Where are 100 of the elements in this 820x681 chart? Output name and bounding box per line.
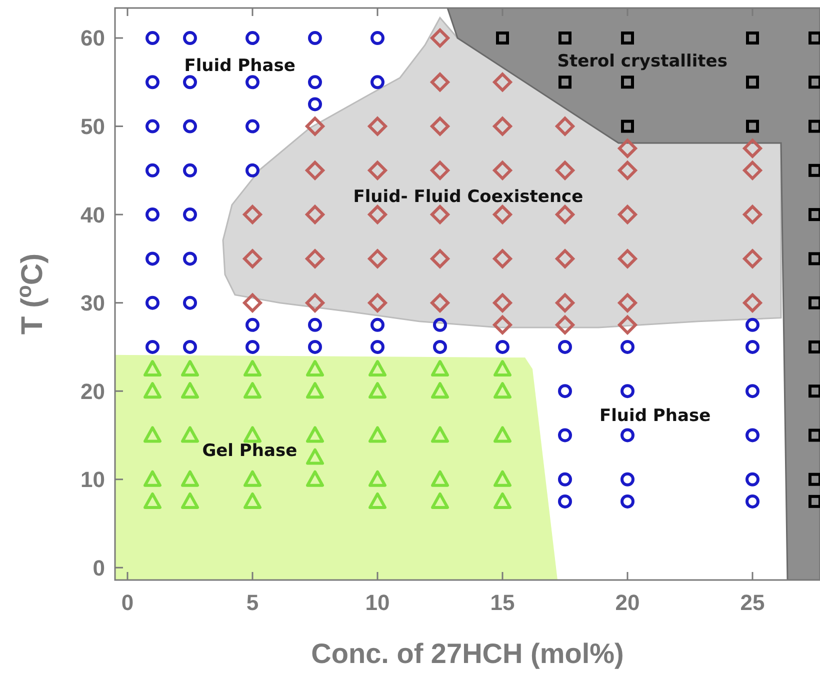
point xyxy=(808,428,820,442)
point xyxy=(743,293,762,312)
point xyxy=(246,75,260,90)
point xyxy=(146,119,160,134)
point xyxy=(183,163,197,178)
x-tick-label: 25 xyxy=(740,590,765,615)
point xyxy=(146,163,160,178)
point xyxy=(496,340,510,354)
point xyxy=(558,384,572,398)
point xyxy=(244,382,262,399)
point xyxy=(430,249,450,268)
point xyxy=(368,116,387,136)
point xyxy=(621,120,634,133)
point xyxy=(558,340,572,354)
point xyxy=(433,318,447,332)
point xyxy=(246,340,260,354)
point xyxy=(181,382,199,399)
point xyxy=(431,426,449,443)
x-tick-label: 5 xyxy=(246,590,259,615)
point xyxy=(620,472,634,486)
point xyxy=(368,470,386,487)
point xyxy=(493,116,512,136)
point xyxy=(370,340,384,354)
point xyxy=(618,315,637,334)
point xyxy=(808,494,820,508)
point xyxy=(146,208,160,222)
point xyxy=(746,494,760,508)
point xyxy=(808,296,820,310)
point xyxy=(183,340,197,354)
point xyxy=(183,31,197,46)
point xyxy=(244,492,262,509)
point xyxy=(808,120,820,133)
point xyxy=(743,249,762,268)
y-tick-label: 50 xyxy=(80,114,105,139)
point xyxy=(558,32,572,45)
point xyxy=(493,72,512,92)
point xyxy=(244,470,262,487)
point xyxy=(494,492,512,509)
point xyxy=(244,426,262,443)
point xyxy=(368,426,386,443)
point xyxy=(368,293,387,312)
point xyxy=(494,360,512,377)
point xyxy=(558,494,572,508)
point xyxy=(183,208,197,222)
point xyxy=(183,296,197,310)
point xyxy=(808,208,820,222)
point xyxy=(556,315,574,334)
point xyxy=(183,252,197,266)
point xyxy=(144,360,162,377)
point xyxy=(493,160,512,180)
point xyxy=(431,470,449,487)
point xyxy=(808,252,820,266)
point xyxy=(430,293,450,312)
point xyxy=(746,472,760,486)
point xyxy=(808,384,820,398)
point xyxy=(808,164,820,177)
point xyxy=(746,428,760,442)
point xyxy=(368,249,387,268)
point xyxy=(306,360,324,377)
point xyxy=(306,448,324,465)
point xyxy=(808,340,820,354)
point xyxy=(243,205,262,224)
point xyxy=(308,31,322,46)
point xyxy=(556,160,574,180)
point xyxy=(368,205,387,224)
point xyxy=(808,76,820,89)
point xyxy=(621,76,634,89)
point xyxy=(556,116,574,136)
point xyxy=(746,76,759,89)
point xyxy=(370,31,384,46)
point xyxy=(183,119,197,134)
point xyxy=(246,163,260,178)
point xyxy=(370,75,384,90)
point xyxy=(746,384,760,398)
point xyxy=(430,160,450,180)
point xyxy=(430,28,450,48)
point xyxy=(496,32,509,45)
point xyxy=(181,426,199,443)
point xyxy=(144,492,162,509)
point xyxy=(494,426,512,443)
point xyxy=(431,382,449,399)
point xyxy=(743,138,762,158)
point xyxy=(430,205,450,224)
point xyxy=(430,72,450,92)
point xyxy=(743,160,762,180)
point xyxy=(181,492,199,509)
point xyxy=(493,293,512,312)
point xyxy=(246,31,260,46)
point xyxy=(308,340,322,354)
point xyxy=(746,318,760,332)
point xyxy=(243,249,262,268)
point xyxy=(144,382,162,399)
y-tick-label: 60 xyxy=(80,26,105,51)
annotation: Fluid- Fluid Coexistence xyxy=(353,187,584,208)
point xyxy=(306,426,324,443)
x-tick-label: 0 xyxy=(121,590,134,615)
point xyxy=(306,116,324,136)
x-tick-label: 10 xyxy=(365,590,390,615)
x-tick-label: 15 xyxy=(490,590,515,615)
point xyxy=(618,293,637,312)
